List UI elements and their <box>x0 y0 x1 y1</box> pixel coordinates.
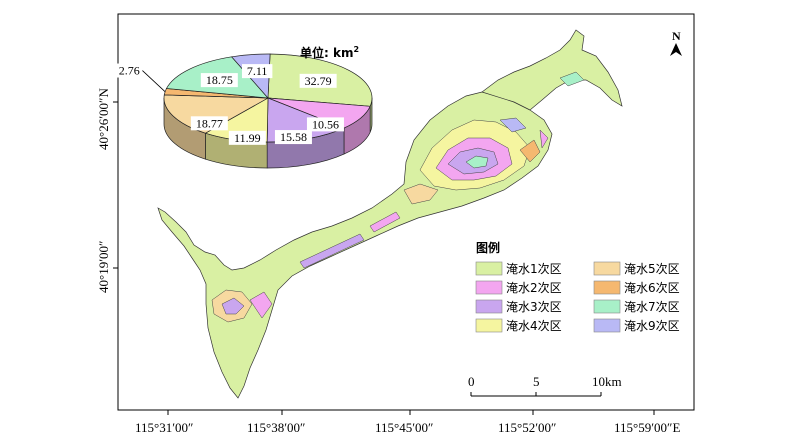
legend-label: 淹水9次区 <box>624 319 680 333</box>
legend-label: 淹水1次区 <box>506 262 562 276</box>
north-label: N <box>672 29 681 43</box>
scale-bar: 0 5 10km <box>468 374 622 397</box>
pie-label-bg <box>299 73 337 88</box>
legend-label: 淹水3次区 <box>506 300 562 314</box>
pie-data-label: 18.77 <box>196 116 223 130</box>
pie-leader-line <box>142 70 166 92</box>
pie-data-label: 10.56 <box>312 117 339 131</box>
legend-label: 淹水7次区 <box>624 300 680 314</box>
pie-label-bg <box>114 63 145 78</box>
pie-label-bg <box>241 64 273 79</box>
legend-swatch <box>593 318 621 333</box>
legend-swatch <box>475 299 503 314</box>
legend-label: 淹水2次区 <box>506 281 562 295</box>
legend-swatch <box>475 261 503 276</box>
legend: 图例 淹水1次区淹水2次区淹水3次区淹水4次区淹水5次区淹水6次区淹水7次区淹水… <box>475 240 680 333</box>
legend-swatch <box>593 280 621 295</box>
legend-swatch <box>593 261 621 276</box>
frame-ticks <box>113 101 655 415</box>
pie-label-bg <box>228 130 266 145</box>
scale-label: 0 <box>468 374 475 389</box>
x-tick-label: 115°38′00″ <box>247 420 305 435</box>
legend-label: 淹水5次区 <box>624 262 680 276</box>
flood-zones <box>211 71 585 323</box>
pie-data-label: 7.11 <box>247 64 268 78</box>
pie-label-bg <box>200 73 238 88</box>
legend-title: 图例 <box>476 240 500 255</box>
legend-label: 淹水4次区 <box>506 319 562 333</box>
y-tick-label: 40°19′00″ <box>96 241 111 293</box>
pie-unit-text: 单位: km <box>300 45 353 60</box>
pie-unit-superscript: 2 <box>353 45 359 54</box>
x-tick-label: 115°31′00″ <box>135 420 193 435</box>
pie-data-label: 32.79 <box>305 74 332 88</box>
pie-label-bg <box>274 130 312 145</box>
pie-label-bg <box>306 117 344 132</box>
pie-data-label: 15.58 <box>280 130 307 144</box>
legend-swatch <box>475 318 503 333</box>
x-tick-label: 115°59′00″E <box>614 420 680 435</box>
legend-swatch <box>593 299 621 314</box>
pie-data-label: 11.99 <box>234 131 261 145</box>
pie-data-label: 2.76 <box>119 64 140 78</box>
pie-label-bg <box>190 116 228 131</box>
north-arrow-icon <box>670 43 682 56</box>
x-tick-labels: 115°31′00″ 115°38′00″ 115°45′00″ 115°52′… <box>135 420 680 435</box>
scale-label: 10km <box>592 374 622 389</box>
pie-slice <box>163 94 270 134</box>
y-tick-label: 40°26′00″N <box>96 88 111 150</box>
map-frame <box>117 13 695 411</box>
scale-label: 5 <box>533 374 540 389</box>
pie-data-label: 18.75 <box>206 73 233 87</box>
x-tick-label: 115°52′00″ <box>498 420 556 435</box>
legend-label: 淹水6次区 <box>624 281 680 295</box>
north-arrow: N <box>670 29 682 56</box>
pie-chart: 32.79 10.56 15.58 11.99 18.77 2.76 18.75 7.11 <box>114 53 373 169</box>
x-tick-label: 115°45′00″ <box>375 420 433 435</box>
legend-swatch <box>475 280 503 295</box>
pie-unit-label: 单位: km2 <box>300 45 359 60</box>
